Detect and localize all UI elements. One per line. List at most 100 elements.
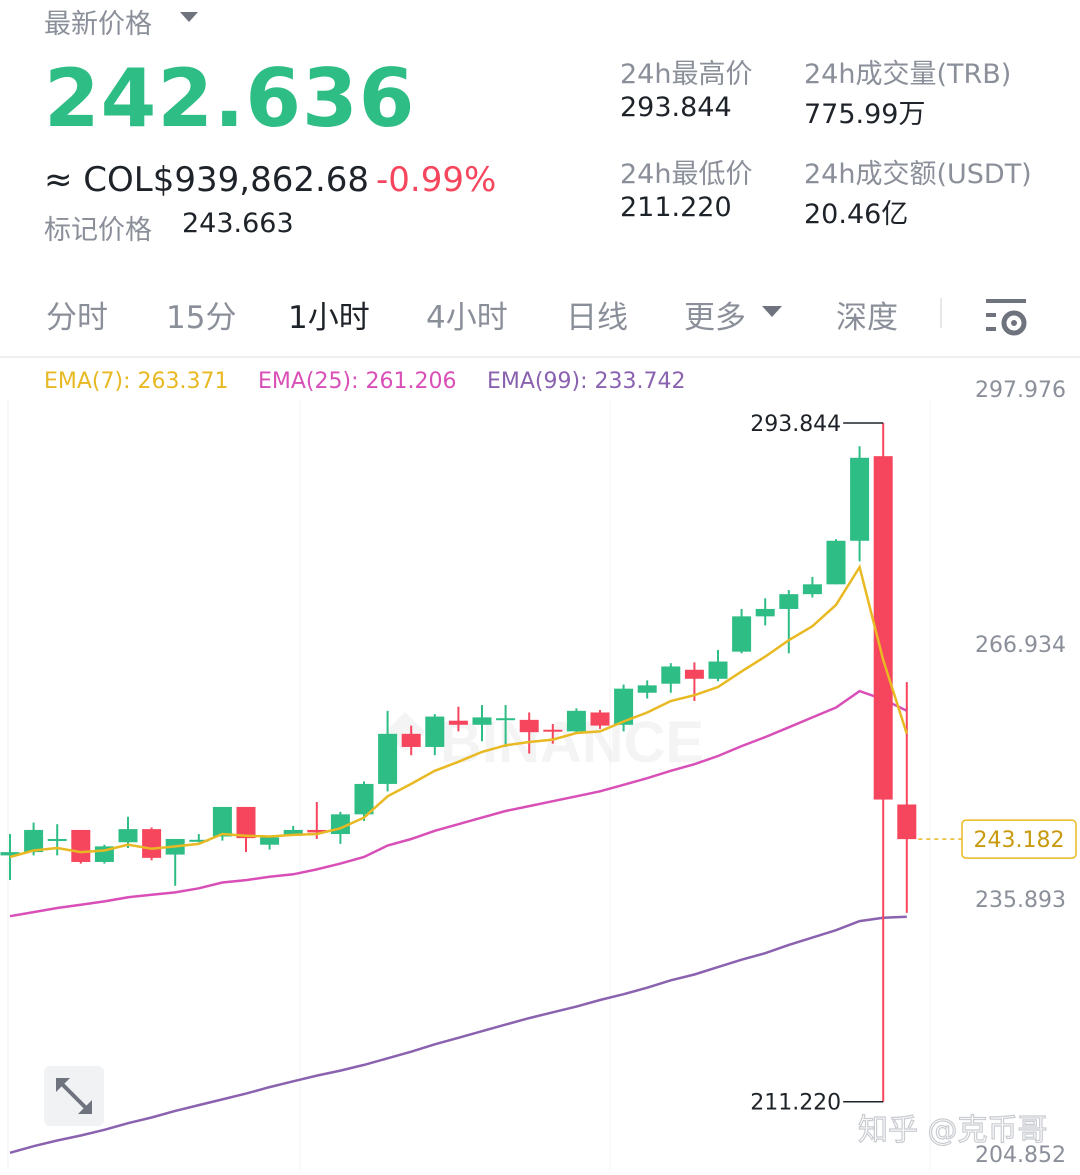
stat-volume-value: 775.99万 bbox=[804, 99, 926, 130]
candle bbox=[519, 712, 539, 754]
candle bbox=[496, 705, 516, 747]
tab-more[interactable]: 更多 bbox=[684, 300, 746, 336]
current-price-label: 243.182 bbox=[974, 828, 1065, 853]
mark-price-value: 243.663 bbox=[182, 208, 294, 239]
candle-body bbox=[543, 729, 563, 732]
candle-body bbox=[378, 733, 398, 784]
candle bbox=[354, 781, 374, 821]
candle bbox=[614, 684, 634, 732]
candle-body bbox=[448, 720, 468, 725]
stat-turnover-label: 24h成交额(USDT) bbox=[804, 159, 1032, 190]
tab-depth[interactable]: 深度 bbox=[836, 300, 898, 336]
tab-timeline[interactable]: 分时 bbox=[46, 300, 108, 336]
candle bbox=[826, 539, 846, 585]
candle-body bbox=[590, 712, 610, 726]
candle bbox=[425, 714, 445, 756]
site-watermark: 知乎 @克币哥 bbox=[858, 1113, 1048, 1148]
price-change-percent: -0.99% bbox=[376, 160, 497, 200]
candle bbox=[472, 705, 492, 742]
expand-arrows-icon[interactable] bbox=[44, 1066, 104, 1126]
candle-body bbox=[47, 838, 67, 841]
candle-body bbox=[850, 457, 870, 541]
tab-daily[interactable]: 日线 bbox=[566, 300, 628, 336]
candle-body bbox=[897, 804, 917, 840]
y-axis-label: 297.976 bbox=[975, 378, 1066, 403]
candle-body bbox=[401, 733, 421, 747]
candle bbox=[802, 576, 822, 598]
candle bbox=[897, 682, 917, 913]
candle bbox=[755, 598, 775, 626]
extreme-markers: 293.844 211.220 bbox=[750, 412, 884, 1116]
candle bbox=[779, 590, 799, 654]
candle-body bbox=[661, 666, 681, 684]
ema99-line bbox=[9, 915, 907, 1155]
candle-body bbox=[71, 829, 91, 862]
stat-volume-label: 24h成交量(TRB) bbox=[804, 59, 1012, 90]
ema25-line bbox=[9, 689, 908, 918]
y-axis-label: 266.934 bbox=[975, 633, 1066, 658]
candle bbox=[118, 816, 138, 849]
candle-body bbox=[260, 837, 280, 845]
stat-low-value: 211.220 bbox=[620, 192, 732, 223]
candle-body bbox=[566, 710, 586, 732]
candle-body bbox=[24, 829, 44, 853]
candle bbox=[873, 422, 893, 1102]
more-caret-down-icon[interactable] bbox=[762, 306, 782, 317]
candle-body bbox=[684, 669, 704, 679]
candle bbox=[590, 710, 610, 729]
candle bbox=[566, 708, 586, 734]
stat-high-label: 24h最高价 bbox=[620, 59, 753, 90]
ema7-legend: EMA(7): 263.371 bbox=[44, 369, 229, 394]
candle-body bbox=[496, 718, 516, 721]
candle bbox=[448, 706, 468, 732]
current-price-box bbox=[961, 819, 1077, 859]
candle-body bbox=[755, 608, 775, 617]
candle-body bbox=[708, 661, 728, 679]
candle bbox=[0, 834, 20, 881]
candles bbox=[0, 422, 917, 1102]
candle-body bbox=[0, 852, 20, 856]
tab-1h[interactable]: 1小时 bbox=[288, 300, 370, 336]
candle bbox=[47, 824, 67, 856]
interval-tabs: 分时 15分 1小时 4小时 日线 更多 深度 bbox=[0, 292, 1080, 348]
low-marker-label: 211.220 bbox=[750, 1091, 841, 1116]
candle bbox=[708, 650, 728, 682]
candle-body bbox=[354, 783, 374, 815]
y-axis: 297.976 266.934 235.893 204.852 bbox=[975, 378, 1066, 1168]
y-axis-label: 204.852 bbox=[975, 1143, 1066, 1168]
candle-body bbox=[118, 829, 138, 843]
ema7-line bbox=[9, 563, 908, 859]
candle bbox=[260, 835, 280, 850]
candle-body bbox=[732, 616, 752, 652]
candle-body bbox=[826, 540, 846, 585]
candle-body bbox=[802, 584, 822, 595]
candle-body bbox=[519, 719, 539, 733]
fiat-price: ≈ COL$939,862.68 bbox=[44, 160, 370, 200]
candle-body bbox=[142, 829, 162, 858]
candle bbox=[236, 806, 256, 853]
candle-body bbox=[873, 456, 893, 800]
candle-body bbox=[212, 806, 232, 837]
chart-settings-icon[interactable] bbox=[984, 296, 1030, 338]
candle-body bbox=[189, 839, 209, 842]
latest-price-label: 最新价格 bbox=[44, 9, 152, 40]
tab-divider bbox=[940, 298, 942, 328]
candle-body bbox=[472, 717, 492, 725]
candle-body bbox=[236, 806, 256, 839]
candle bbox=[94, 844, 114, 864]
candle bbox=[401, 725, 421, 756]
stat-high-value: 293.844 bbox=[620, 92, 732, 123]
candle-body bbox=[637, 685, 657, 693]
tab-4h[interactable]: 4小时 bbox=[426, 300, 508, 336]
caret-down-icon[interactable] bbox=[180, 12, 198, 22]
tab-15m[interactable]: 15分 bbox=[166, 300, 237, 336]
candle bbox=[637, 680, 657, 699]
stat-low-label: 24h最低价 bbox=[620, 159, 753, 190]
ema25-legend: EMA(25): 261.206 bbox=[258, 369, 456, 394]
y-axis-label: 235.893 bbox=[975, 888, 1066, 913]
candle-body bbox=[425, 716, 445, 747]
high-marker-label: 293.844 bbox=[750, 412, 841, 437]
candle-body bbox=[779, 594, 799, 609]
candle bbox=[850, 446, 870, 562]
